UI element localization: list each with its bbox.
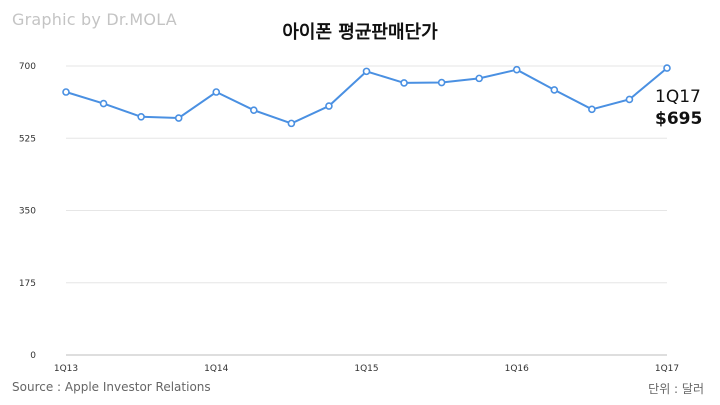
data-point [550, 86, 559, 94]
data-point [287, 119, 296, 128]
chart-title: 아이폰 평균판매단가 [282, 22, 438, 43]
data-point [250, 106, 258, 114]
y-tick-label: 0 [30, 351, 36, 361]
data-point [212, 88, 221, 96]
data-points [62, 64, 671, 128]
credit-text: Graphic by Dr.MOLA [12, 10, 177, 29]
series-line [65, 67, 668, 125]
data-point [362, 67, 371, 76]
x-axis-ticks: 1Q13 1Q14 1Q15 1Q16 1Q17 [54, 364, 679, 374]
data-point [400, 79, 408, 87]
data-point [325, 102, 333, 110]
source-text: Source : Apple Investor Relations [12, 380, 211, 394]
data-point [512, 65, 521, 74]
annotation-value: $695 [655, 109, 702, 129]
y-tick-label: 175 [19, 279, 36, 289]
data-point [625, 95, 634, 104]
x-tick-label: 1Q13 [54, 364, 78, 374]
y-tick-label: 700 [19, 62, 36, 72]
data-point [99, 99, 108, 108]
data-point [437, 78, 446, 87]
y-tick-label: 350 [19, 207, 36, 217]
x-tick-label: 1Q17 [655, 364, 679, 374]
x-tick-label: 1Q16 [505, 364, 530, 374]
x-tick-label: 1Q14 [204, 364, 229, 374]
data-point [174, 114, 183, 122]
y-axis-ticks: 0 175 350 525 700 [19, 62, 36, 361]
grid-layer [66, 65, 667, 356]
data-point [62, 88, 70, 96]
data-point [588, 105, 596, 114]
data-point [663, 64, 671, 72]
unit-text: 단위 : 달러 [648, 382, 704, 396]
x-tick-label: 1Q15 [354, 364, 378, 374]
annotation-quarter: 1Q17 [655, 87, 701, 107]
data-point [475, 74, 483, 83]
y-tick-label: 525 [19, 134, 36, 144]
data-point [137, 112, 145, 121]
